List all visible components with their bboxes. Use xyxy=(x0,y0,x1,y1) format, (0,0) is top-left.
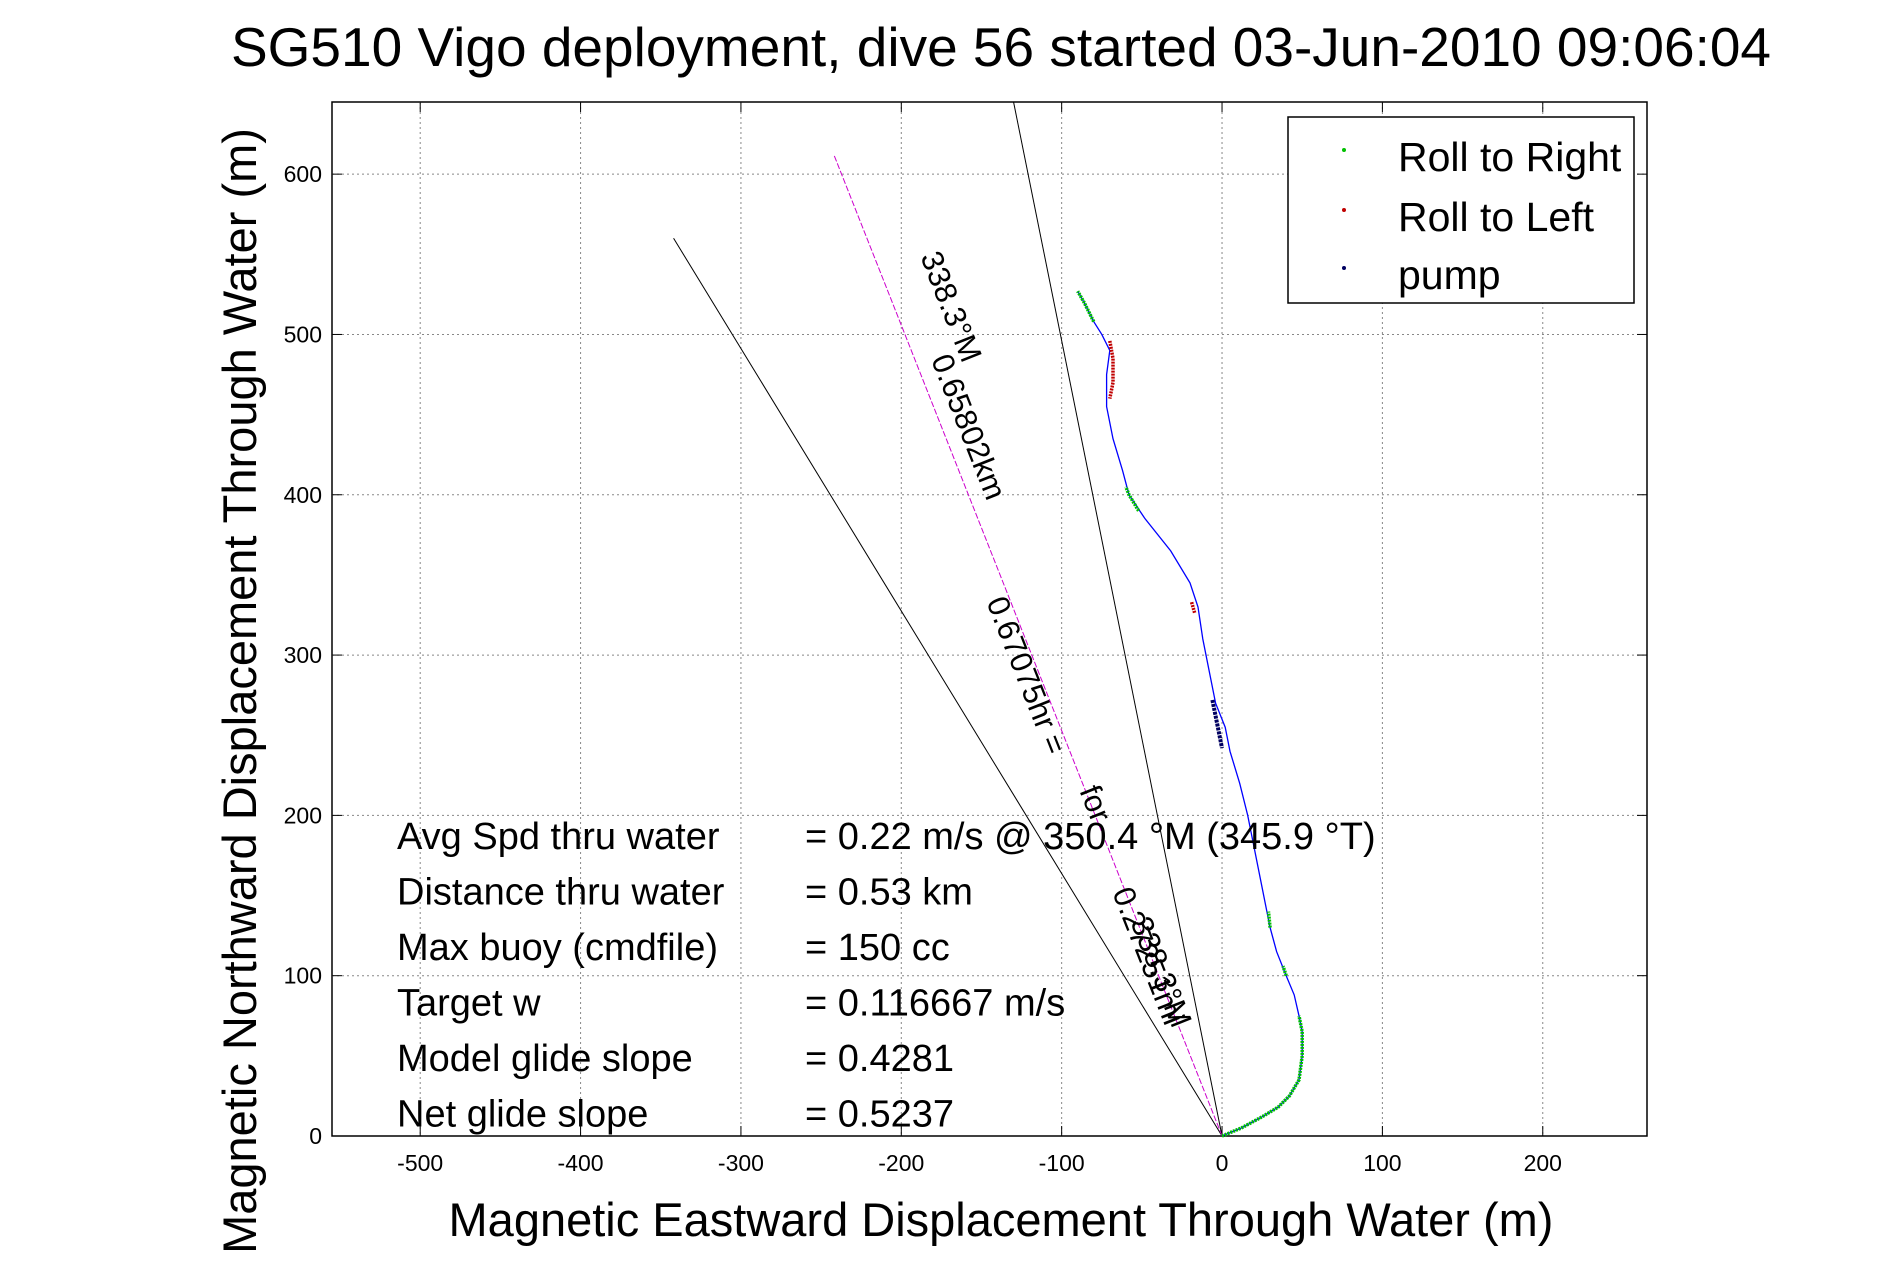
legend-marker-roll-right xyxy=(1342,148,1346,152)
stat-label: Net glide slope xyxy=(397,1094,648,1136)
heading-line xyxy=(673,238,1223,1137)
legend-label-roll-left: Roll to Left xyxy=(1398,194,1595,240)
roll-right-segment xyxy=(1076,290,1096,323)
heading-line xyxy=(1013,101,1223,1137)
roll-segments xyxy=(1076,290,1304,1138)
stat-label: Distance thru water xyxy=(397,872,725,914)
legend-label-roll-right: Roll to Right xyxy=(1398,134,1622,180)
x-tick-label: 0 xyxy=(1216,1150,1229,1176)
stat-label: Avg Spd thru water xyxy=(397,816,720,858)
stat-label: Model glide slope xyxy=(397,1038,693,1080)
y-tick-label: 500 xyxy=(284,321,322,347)
y-axis-ticks: 0 100 200 300 400 500 600 xyxy=(284,161,1647,1149)
y-tick-label: 200 xyxy=(284,802,322,828)
grid xyxy=(332,102,1647,1136)
y-tick-label: 600 xyxy=(284,161,322,187)
legend-marker-pump xyxy=(1342,266,1346,270)
y-tick-label: 0 xyxy=(309,1123,322,1149)
stat-value: = 0.53 km xyxy=(805,872,973,914)
x-tick-label: 200 xyxy=(1524,1150,1562,1176)
y-tick-label: 300 xyxy=(284,642,322,668)
roll-right-segment xyxy=(1221,1015,1304,1138)
y-tick-label: 100 xyxy=(284,963,322,989)
x-tick-label: -300 xyxy=(718,1150,764,1176)
stat-value: = 0.5237 xyxy=(805,1094,954,1136)
x-tick-label: -200 xyxy=(878,1150,924,1176)
x-tick-label: 100 xyxy=(1363,1150,1401,1176)
y-tick-label: 400 xyxy=(284,482,322,508)
heading-lines xyxy=(673,101,1223,1137)
stat-label: Max buoy (cmdfile) xyxy=(397,927,718,969)
x-tick-label: -100 xyxy=(1039,1150,1085,1176)
plot-area: -500 -400 -300 -200 -100 0 100 200 0 100 200 300 40… xyxy=(284,101,1648,1176)
roll-right-segment xyxy=(1124,486,1141,512)
x-tick-label: -400 xyxy=(558,1150,604,1176)
y-axis-label: Magnetic Northward Displacement Through … xyxy=(213,128,266,1254)
x-axis-label: Magnetic Eastward Displacement Through W… xyxy=(449,1193,1554,1246)
x-tick-label: -500 xyxy=(397,1150,443,1176)
legend: Roll to Right Roll to Left pump xyxy=(1287,116,1635,304)
stat-value: = 0.22 m/s @ 350.4 °M (345.9 °T) xyxy=(805,816,1376,858)
roll-right-segment xyxy=(1266,911,1272,928)
stat-value: = 0.116667 m/s xyxy=(805,983,1065,1025)
x-axis-ticks: -500 -400 -300 -200 -100 0 100 200 xyxy=(397,102,1562,1176)
legend-label-pump: pump xyxy=(1398,252,1501,298)
stat-value: = 150 cc xyxy=(805,927,950,969)
dive-statistics: Avg Spd thru water = 0.22 m/s @ 350.4 °M … xyxy=(397,816,1376,1136)
dive-track xyxy=(1077,290,1303,1137)
stat-value: = 0.4281 xyxy=(805,1038,954,1080)
chart-title: SG510 Vigo deployment, dive 56 started 0… xyxy=(231,16,1771,78)
roll-left-segment xyxy=(1189,601,1197,614)
pump-segment xyxy=(1210,699,1224,749)
roll-right-segment xyxy=(1281,965,1288,977)
stat-label: Target w xyxy=(397,983,541,1025)
legend-marker-roll-left xyxy=(1342,208,1346,212)
track-line xyxy=(1077,290,1303,1137)
